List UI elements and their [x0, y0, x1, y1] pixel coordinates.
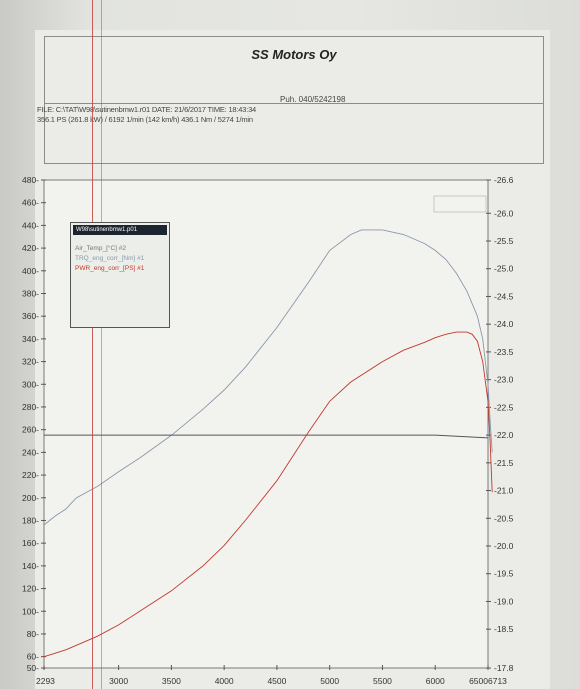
y-tick-label: 260- — [22, 425, 39, 435]
y-tick-label: 480- — [22, 175, 39, 185]
y-tick-label: 80- — [27, 629, 39, 639]
y2-tick-label: -23.5 — [494, 347, 514, 357]
y2-tick-label: -26.6 — [494, 175, 514, 185]
legend: W98\sutinenbmw1.p01 Air_Temp_[°C] #2 TRQ… — [70, 222, 170, 328]
y2-tick-label: -21.0 — [494, 486, 514, 496]
y2-tick-label: -24.5 — [494, 291, 514, 301]
x-tick-label: 3000 — [109, 676, 128, 686]
y-tick-label: 320- — [22, 357, 39, 367]
y-tick-label: 220- — [22, 470, 39, 480]
y-tick-label: 360- — [22, 311, 39, 321]
x-tick-label: 6000 — [426, 676, 445, 686]
y-tick-label: 160- — [22, 538, 39, 548]
legend-label-torque: TRQ_eng_corr_[Nm] #1 — [75, 255, 145, 262]
y-tick-label: 440- — [22, 220, 39, 230]
y-tick-label: 340- — [22, 334, 39, 344]
y2-tick-label: -21.5 — [494, 458, 514, 468]
x-tick-label: 5500 — [373, 676, 392, 686]
legend-title: W98\sutinenbmw1.p01 — [73, 225, 167, 235]
y2-tick-label: -19.5 — [494, 569, 514, 579]
y2-tick-label: -22.0 — [494, 430, 514, 440]
x-tick-label: 4500 — [267, 676, 286, 686]
y-tick-label: 240- — [22, 447, 39, 457]
y-tick-label: 140- — [22, 561, 39, 571]
y2-tick-label: -20.5 — [494, 513, 514, 523]
result-info: 356.1 PS (261.8 kW) / 6192 1/min (142 km… — [37, 115, 253, 124]
power-curve — [43, 331, 493, 658]
y-tick-label: 60- — [27, 652, 39, 662]
marker-line-red-1 — [92, 0, 93, 689]
y-tick-label: 120- — [22, 584, 39, 594]
y-tick-label: 400- — [22, 266, 39, 276]
y2-tick-label: -26.0 — [494, 208, 514, 218]
y2-tick-label: -18.5 — [494, 624, 514, 634]
y2-tick-label: -17.8 — [494, 663, 514, 673]
y-tick-label: 180- — [22, 515, 39, 525]
y2-tick-label: -24.0 — [494, 319, 514, 329]
y-tick-label: 420- — [22, 243, 39, 253]
x-tick-label: 4000 — [215, 676, 234, 686]
y-tick-label: 380- — [22, 288, 39, 298]
company-name: SS Motors Oy — [251, 47, 337, 62]
torque-curve — [43, 229, 493, 526]
legend-item-torque: TRQ_eng_corr_[Nm] #1 — [75, 255, 144, 262]
phone-number: Puh. 040/5242198 — [280, 95, 346, 104]
y2-tick-label: -25.0 — [494, 264, 514, 274]
legend-item-power: PWR_eng_corr_[PS] #1 — [75, 265, 144, 272]
file-info: FILE: C:\TAT\W98\sutinenbmw1.r01 DATE: 2… — [37, 105, 257, 114]
y-tick-label: 200- — [22, 493, 39, 503]
marker-line-red-2 — [101, 0, 102, 689]
y2-tick-label: -22.5 — [494, 402, 514, 412]
plot-inset-box — [433, 195, 487, 213]
x-tick-label: 2293 — [36, 676, 55, 686]
header-box: SS Motors Oy Puh. 040/5242198 FILE: C:\T… — [37, 36, 544, 164]
y2-tick-label: -19.0 — [494, 596, 514, 606]
air-temp-line — [44, 434, 489, 439]
y2-tick-label: -23.0 — [494, 375, 514, 385]
y2-tick-label: -25.5 — [494, 236, 514, 246]
header-divider — [45, 103, 543, 104]
y-tick-label: 460- — [22, 198, 39, 208]
y-tick-label: 280- — [22, 402, 39, 412]
run-info: FILE: C:\TAT\W98\sutinenbmw1.r01 DATE: 2… — [37, 105, 256, 125]
y-tick-label: 300- — [22, 379, 39, 389]
x-tick-label: 5000 — [320, 676, 339, 686]
legend-label-power: PWR_eng_corr_[PS] #1 — [75, 265, 145, 272]
y-tick-label: 100- — [22, 606, 39, 616]
y2-tick-label: -20.0 — [494, 541, 514, 551]
x-tick-label: 3500 — [162, 676, 181, 686]
y-tick-label: 50- — [27, 663, 39, 673]
x-tick-label: 65006713 — [469, 676, 507, 686]
legend-item-air-temp: Air_Temp_[°C] #2 — [75, 245, 126, 252]
legend-label-air-temp: Air_Temp_[°C] #2 — [75, 245, 127, 252]
